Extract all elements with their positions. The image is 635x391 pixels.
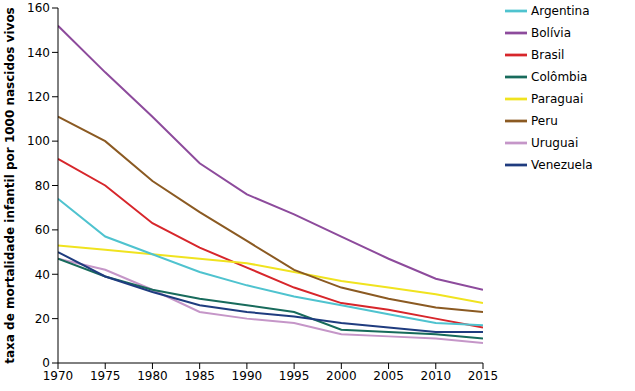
- svg-text:1990: 1990: [232, 369, 263, 383]
- svg-text:1995: 1995: [279, 369, 310, 383]
- html-text:Brasil: Brasil: [531, 47, 565, 62]
- svg-text:100: 100: [27, 134, 50, 148]
- svg-text:taxa de mortalidade infantil p: taxa de mortalidade infantil por 1000 na…: [8, 7, 17, 364]
- svg-text:1975: 1975: [90, 369, 121, 383]
- svg-text:1980: 1980: [137, 369, 168, 383]
- html-text:Bolívia: Bolívia: [531, 25, 571, 40]
- html-text:Colômbia: Colômbia: [531, 69, 588, 84]
- svg-text:0: 0: [42, 356, 50, 370]
- svg-text:2005: 2005: [373, 369, 404, 383]
- svg-text:140: 140: [27, 46, 50, 60]
- svg-text:2010: 2010: [421, 369, 452, 383]
- svg-text:40: 40: [35, 268, 50, 282]
- html-text:Venezuela: Venezuela: [531, 157, 593, 172]
- svg-text:160: 160: [27, 1, 50, 15]
- svg-text:20: 20: [35, 312, 50, 326]
- svg-text:2000: 2000: [326, 369, 357, 383]
- svg-text:1970: 1970: [43, 369, 74, 383]
- html-text:Uruguai: Uruguai: [531, 135, 579, 150]
- svg-text:2015: 2015: [468, 369, 499, 383]
- svg-text:80: 80: [35, 179, 50, 193]
- svg-text:60: 60: [35, 223, 50, 237]
- html-text:Peru: Peru: [531, 113, 558, 128]
- html-text:Paraguai: Paraguai: [531, 91, 584, 106]
- svg-text:120: 120: [27, 90, 50, 104]
- svg-text:1985: 1985: [184, 369, 215, 383]
- html-text:Argentina: Argentina: [531, 3, 590, 18]
